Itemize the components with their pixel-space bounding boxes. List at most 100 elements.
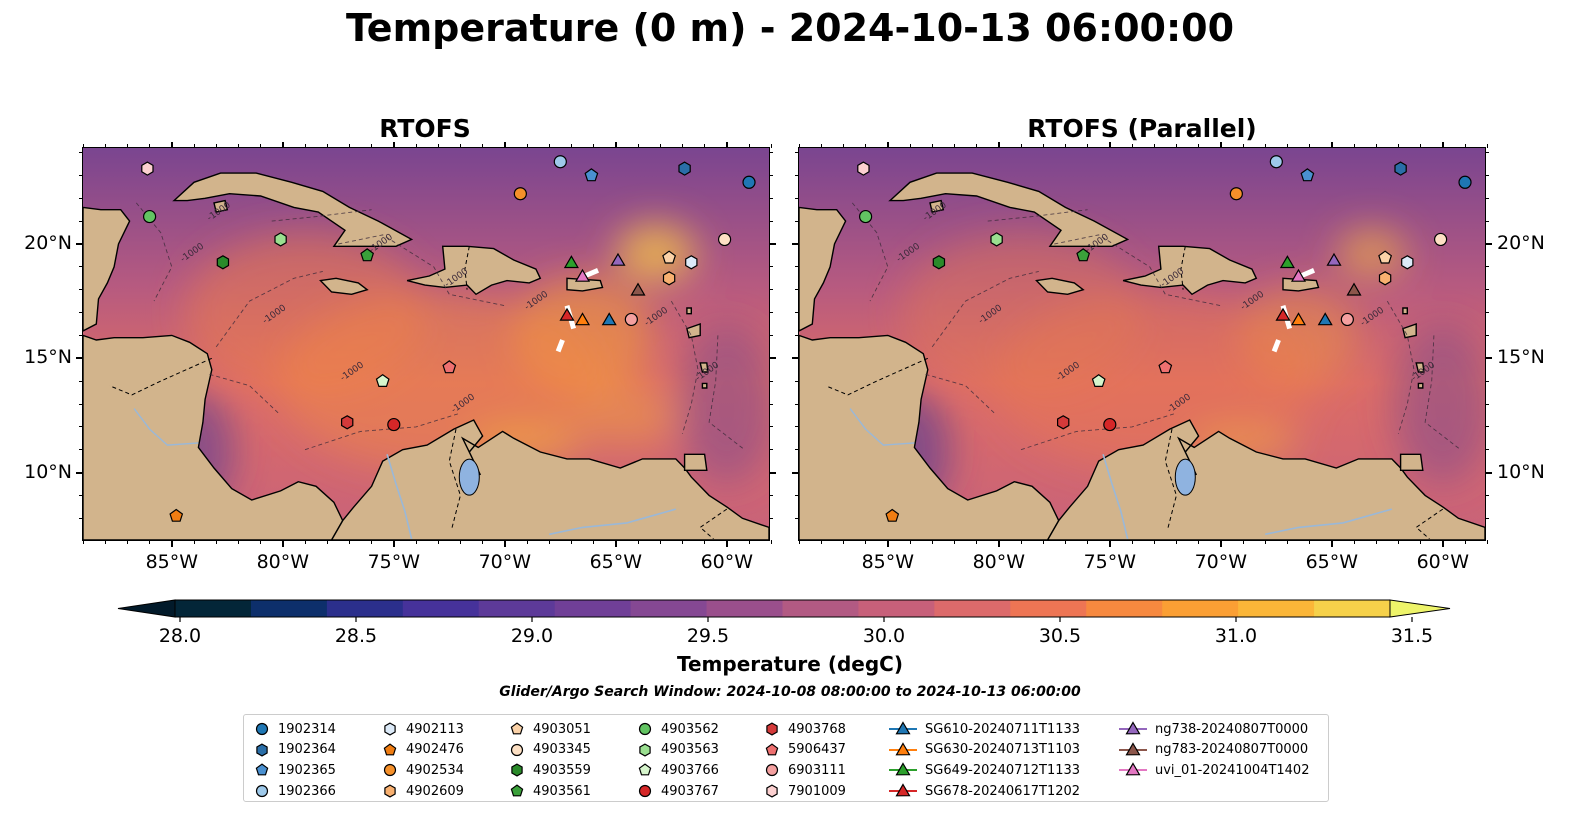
land xyxy=(1046,419,1485,540)
contour-line xyxy=(271,209,372,222)
legend-label: SG678-20240617T1202 xyxy=(925,783,1081,799)
legend-label: 4903345 xyxy=(533,742,591,758)
legend-symbol xyxy=(256,743,268,757)
legend-symbol xyxy=(1125,742,1141,756)
colorbar-over-extend xyxy=(1389,599,1451,618)
warm-anomaly xyxy=(1336,228,1407,279)
lat-tick-label-right: 15°N xyxy=(1497,346,1545,369)
marker-SG630-20240713T1103 xyxy=(1290,312,1307,326)
lon-minor-tick xyxy=(1309,144,1311,148)
lat-tick-label-left: 10°N xyxy=(24,460,72,483)
lon-minor-tick xyxy=(348,144,350,148)
lon-minor-tick xyxy=(704,540,706,544)
lon-minor-tick xyxy=(1020,540,1022,544)
legend-symbol xyxy=(383,764,397,777)
glider-track xyxy=(1271,339,1281,353)
glider-track xyxy=(583,267,600,279)
lon-minor-tick xyxy=(953,540,955,544)
legend-item-1902366: 1902366 xyxy=(254,781,336,802)
legend-item-4903051: 4903051 xyxy=(509,719,591,740)
legend-item-4903768: 4903768 xyxy=(764,719,846,740)
lon-tick-label: 70°W xyxy=(478,551,532,573)
marker-5906437 xyxy=(442,360,457,374)
border xyxy=(825,357,929,396)
border xyxy=(1180,246,1186,290)
legend-marker-icon xyxy=(384,722,396,736)
marker-4903766 xyxy=(375,373,390,387)
lon-minor-tick xyxy=(1264,144,1266,148)
lon-minor-tick xyxy=(1486,540,1488,544)
marker-1902364 xyxy=(1394,161,1407,176)
legend-marker-icon xyxy=(383,764,397,777)
legend-item-SG610-20240711T1133: SG610-20240711T1133 xyxy=(889,719,1080,740)
land xyxy=(213,199,229,213)
lon-tick-label: 60°W xyxy=(700,551,754,573)
border xyxy=(109,357,213,396)
lon-minor-tick xyxy=(770,144,772,148)
lon-major-tick-bottom xyxy=(281,540,284,547)
lon-minor-tick xyxy=(193,540,195,544)
land-masses xyxy=(799,172,1485,540)
legend-item-ng738-20240807T0000: ng738-20240807T0000 xyxy=(1119,719,1308,740)
lon-minor-tick xyxy=(82,144,84,148)
contour-line xyxy=(1054,234,1221,307)
lon-major-tick-bottom xyxy=(886,540,889,547)
lon-major-tick-bottom xyxy=(392,540,395,547)
lon-minor-tick xyxy=(909,144,911,148)
lon-minor-tick xyxy=(637,144,639,148)
lat-minor-tick xyxy=(79,289,83,291)
land xyxy=(929,199,945,213)
lon-minor-tick xyxy=(193,144,195,148)
legend-item-4902534: 4902534 xyxy=(382,760,464,781)
lat-tick-label-right: 10°N xyxy=(1497,460,1545,483)
lon-minor-tick xyxy=(1087,540,1089,544)
lat-tick-label-left: 15°N xyxy=(24,346,72,369)
legend-symbol xyxy=(510,743,524,756)
lat-minor-tick xyxy=(769,152,773,154)
lat-minor-tick xyxy=(769,403,773,405)
lon-minor-tick xyxy=(1175,540,1177,544)
legend-item-1902364: 1902364 xyxy=(254,740,336,761)
marker-SG610-20240711T1133 xyxy=(601,312,617,326)
lat-minor-tick xyxy=(1485,152,1489,154)
river xyxy=(1265,508,1393,536)
lon-tick-label: 65°W xyxy=(589,551,643,573)
lon-minor-tick xyxy=(1198,540,1200,544)
contour-line xyxy=(338,234,505,307)
legend-label: SG630-20240713T1103 xyxy=(925,742,1081,758)
lon-minor-tick xyxy=(748,540,750,544)
warm-anomaly xyxy=(901,232,1142,393)
lon-tick-label: 70°W xyxy=(1194,551,1248,573)
lon-minor-tick xyxy=(415,540,417,544)
marker-4902476 xyxy=(169,508,184,522)
marker-4902476 xyxy=(885,508,900,522)
lat-minor-tick xyxy=(79,152,83,154)
lat-minor-tick xyxy=(769,289,773,291)
lon-minor-tick xyxy=(1242,144,1244,148)
lat-minor-tick xyxy=(795,380,799,382)
lat-minor-tick xyxy=(769,220,773,222)
lon-major-tick-bottom xyxy=(503,540,506,547)
colorbar-segment xyxy=(175,600,252,617)
lon-minor-tick xyxy=(1064,144,1066,148)
lon-minor-tick xyxy=(659,144,661,148)
lon-tick-label: 80°W xyxy=(972,551,1026,573)
legend-item-6903111: 6903111 xyxy=(764,760,846,781)
lon-minor-tick xyxy=(681,540,683,544)
legend-label: 4903563 xyxy=(661,742,719,758)
map-canvas-rtofs: -1000-1000-1000-1000-1000-1000-1000-1000… xyxy=(83,148,769,540)
colorbar-segment xyxy=(326,600,404,617)
legend-marker-icon xyxy=(1119,762,1147,776)
marker-SG649-20240712T1133 xyxy=(1279,255,1295,269)
lon-minor-tick xyxy=(1375,144,1377,148)
legend-marker-icon xyxy=(255,723,269,736)
land xyxy=(172,172,414,248)
legend-marker-icon xyxy=(1119,742,1147,756)
lat-minor-tick xyxy=(795,174,799,176)
marker-4902534 xyxy=(513,187,527,201)
legend-item-7901009: 7901009 xyxy=(764,781,846,802)
land xyxy=(330,419,769,540)
map-panel-rtofs: -1000 -1000 -1000 -1000 -1000 -1000 -1000 -1000… xyxy=(82,147,770,541)
legend-item-4903559: 4903559 xyxy=(509,760,591,781)
contour-line xyxy=(215,270,323,348)
